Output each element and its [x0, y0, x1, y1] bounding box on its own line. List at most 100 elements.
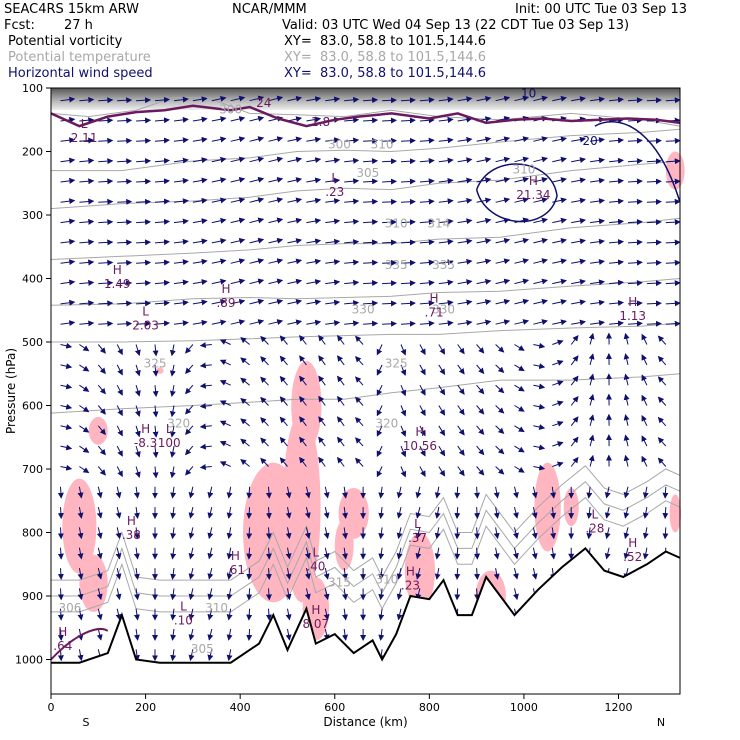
wind-vector — [419, 218, 435, 225]
field-name-wind: Horizontal wind speed — [8, 66, 153, 81]
wind-vector — [207, 567, 214, 580]
wind-vector — [513, 527, 519, 540]
wind-vector — [115, 527, 122, 540]
wind-vector — [79, 198, 95, 205]
wind-vector — [268, 95, 284, 102]
wind-vector — [457, 364, 465, 375]
wind-vector — [609, 178, 624, 185]
wind-vector — [240, 458, 250, 467]
wind-vector — [570, 396, 579, 406]
wind-vector — [495, 258, 511, 265]
wind-vector — [57, 628, 64, 641]
wind-vector — [287, 319, 303, 326]
wind-speed-label: 10 — [521, 87, 536, 101]
wind-vector — [438, 279, 454, 286]
wind-vector — [457, 258, 473, 265]
wind-vector — [355, 335, 364, 345]
wind-vector — [173, 116, 189, 123]
wind-vector — [136, 320, 152, 327]
pv-extremum-marker: H — [231, 549, 240, 563]
wind-vector — [400, 344, 407, 356]
wind-vector — [623, 414, 630, 426]
wind-vector — [116, 425, 123, 437]
wind-vector — [279, 335, 288, 345]
wind-vector — [495, 425, 505, 434]
wind-vector — [199, 464, 212, 471]
wind-vector — [627, 239, 643, 246]
wind-vector — [79, 239, 95, 246]
wind-vector — [514, 405, 525, 412]
wind-vector — [249, 115, 265, 122]
wind-vector — [306, 218, 322, 225]
wind-vector — [169, 385, 176, 397]
wind-vector — [188, 486, 195, 499]
pv-extremum-marker: L — [592, 508, 599, 522]
wind-vector — [342, 588, 348, 601]
wind-vector — [552, 238, 567, 244]
wind-vector — [533, 258, 548, 265]
wind-vector — [79, 279, 95, 286]
wind-vector — [382, 198, 397, 205]
wind-vector — [609, 239, 624, 246]
pv-shade-region — [665, 151, 685, 190]
y-tick-label: 500 — [22, 336, 43, 349]
wind-vector — [434, 547, 441, 560]
wind-vector — [415, 567, 422, 580]
wind-vector — [438, 384, 446, 396]
pv-extremum-value: 100 — [158, 436, 181, 450]
wind-vector — [211, 319, 227, 326]
wind-vector — [363, 219, 379, 226]
endpoint-label-left: S — [83, 716, 90, 729]
pv-extremum-value: 2.11 — [71, 131, 98, 145]
wind-vector — [513, 588, 519, 601]
wind-vector — [77, 527, 84, 540]
wind-vector — [533, 136, 548, 143]
wind-vector — [79, 445, 90, 453]
wind-vector — [60, 96, 76, 103]
wind-vector — [531, 527, 538, 540]
pv-extremum-value: .40 — [306, 560, 325, 574]
wind-vector — [438, 137, 454, 144]
wind-vector — [665, 97, 681, 104]
wind-vector — [152, 344, 159, 357]
wind-vector — [590, 157, 605, 164]
y-tick-label: 1000 — [15, 654, 43, 667]
wind-vector — [376, 425, 383, 437]
wind-vector — [514, 258, 530, 265]
field-xy-pv: XY= 83.0, 58.8 to 101.5,144.6 — [284, 34, 487, 49]
wind-vector — [299, 456, 307, 467]
wind-vector — [98, 158, 114, 165]
wind-vector — [419, 178, 435, 185]
wind-vector — [457, 238, 473, 245]
wind-vector — [344, 157, 360, 164]
wind-vector — [154, 300, 170, 307]
wind-vector — [268, 278, 284, 285]
wind-vector — [355, 457, 364, 467]
wind-vector — [552, 319, 567, 326]
wind-vector — [419, 259, 435, 266]
wind-vector — [268, 176, 284, 183]
wind-vector — [400, 178, 416, 185]
wind-vector — [495, 466, 505, 475]
wind-vector — [117, 320, 133, 327]
wind-vector — [657, 335, 667, 345]
wind-vector — [533, 156, 548, 163]
wind-vector — [268, 197, 284, 204]
wind-vector — [306, 136, 322, 143]
wind-vector — [438, 259, 454, 266]
wind-vector — [249, 156, 265, 163]
wind-vector — [279, 416, 288, 427]
theta-label: 314 — [427, 217, 450, 231]
wind-vector — [646, 320, 662, 327]
wind-vector — [454, 568, 461, 580]
wind-vector — [185, 425, 194, 435]
theta-label: 335 — [385, 258, 408, 272]
wind-vector — [133, 486, 140, 499]
wind-vector — [117, 239, 133, 246]
wind-vector — [337, 456, 345, 467]
wind-vector — [60, 299, 76, 306]
wind-vector — [623, 393, 630, 406]
wind-vector — [609, 198, 624, 205]
wind-vector — [382, 97, 397, 104]
wind-vector — [415, 527, 422, 540]
